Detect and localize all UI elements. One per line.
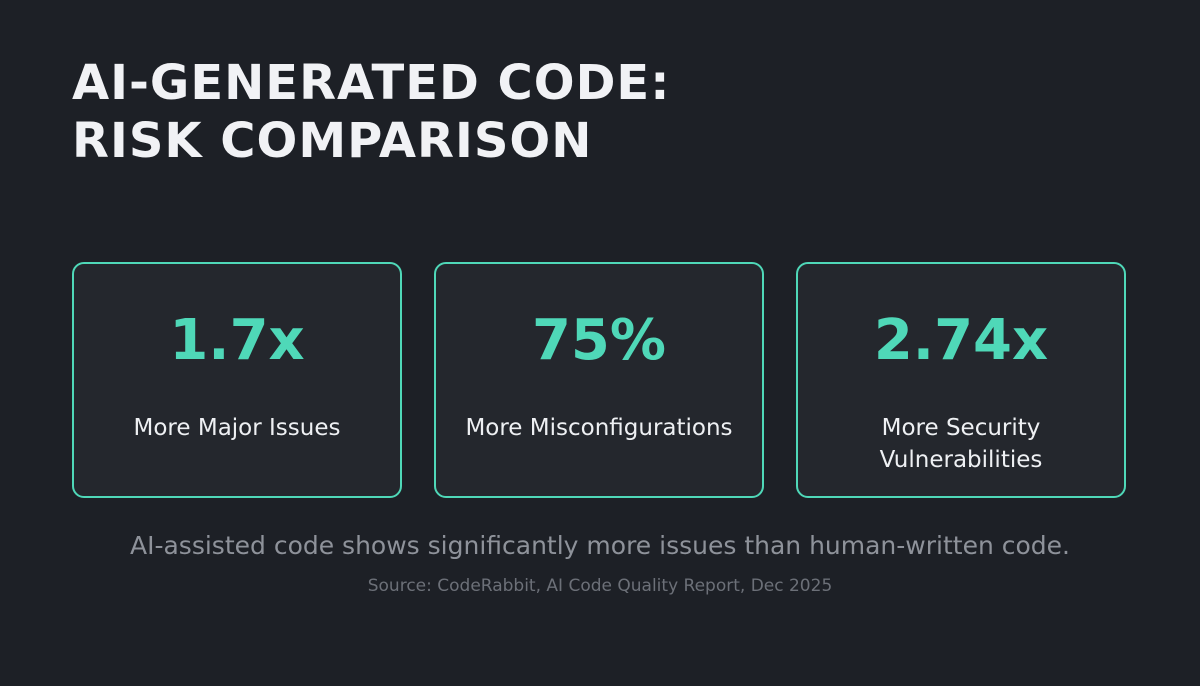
stat-value: 2.74x [873,308,1049,373]
page-title-line-1: AI-GENERATED CODE: [72,55,671,111]
stat-label: More Misconfigurations [465,415,733,441]
source-citation: Source: CodeRabbit, AI Code Quality Repo… [367,576,833,596]
page-title: AI-GENERATED CODE: RISK COMPARISON [72,54,670,170]
stat-card-misconfigurations: 75% More Misconfigurations [434,262,764,498]
stat-card-security-vulnerabilities: 2.74x More Security Vulnerabilities [796,262,1126,498]
stat-label: More Major Issues [133,415,341,441]
stat-card-major-issues: 1.7x More Major Issues [72,262,402,498]
page-title-line-2: RISK COMPARISON [72,113,593,169]
stat-label: More Security Vulnerabilities [879,415,1043,473]
stat-cards: 1.7x More Major Issues 75% More Misconfi… [72,262,1128,498]
summary-text: AI-assisted code shows significantly mor… [129,531,1070,560]
stat-value: 1.7x [169,308,305,373]
stat-value: 75% [531,308,667,373]
